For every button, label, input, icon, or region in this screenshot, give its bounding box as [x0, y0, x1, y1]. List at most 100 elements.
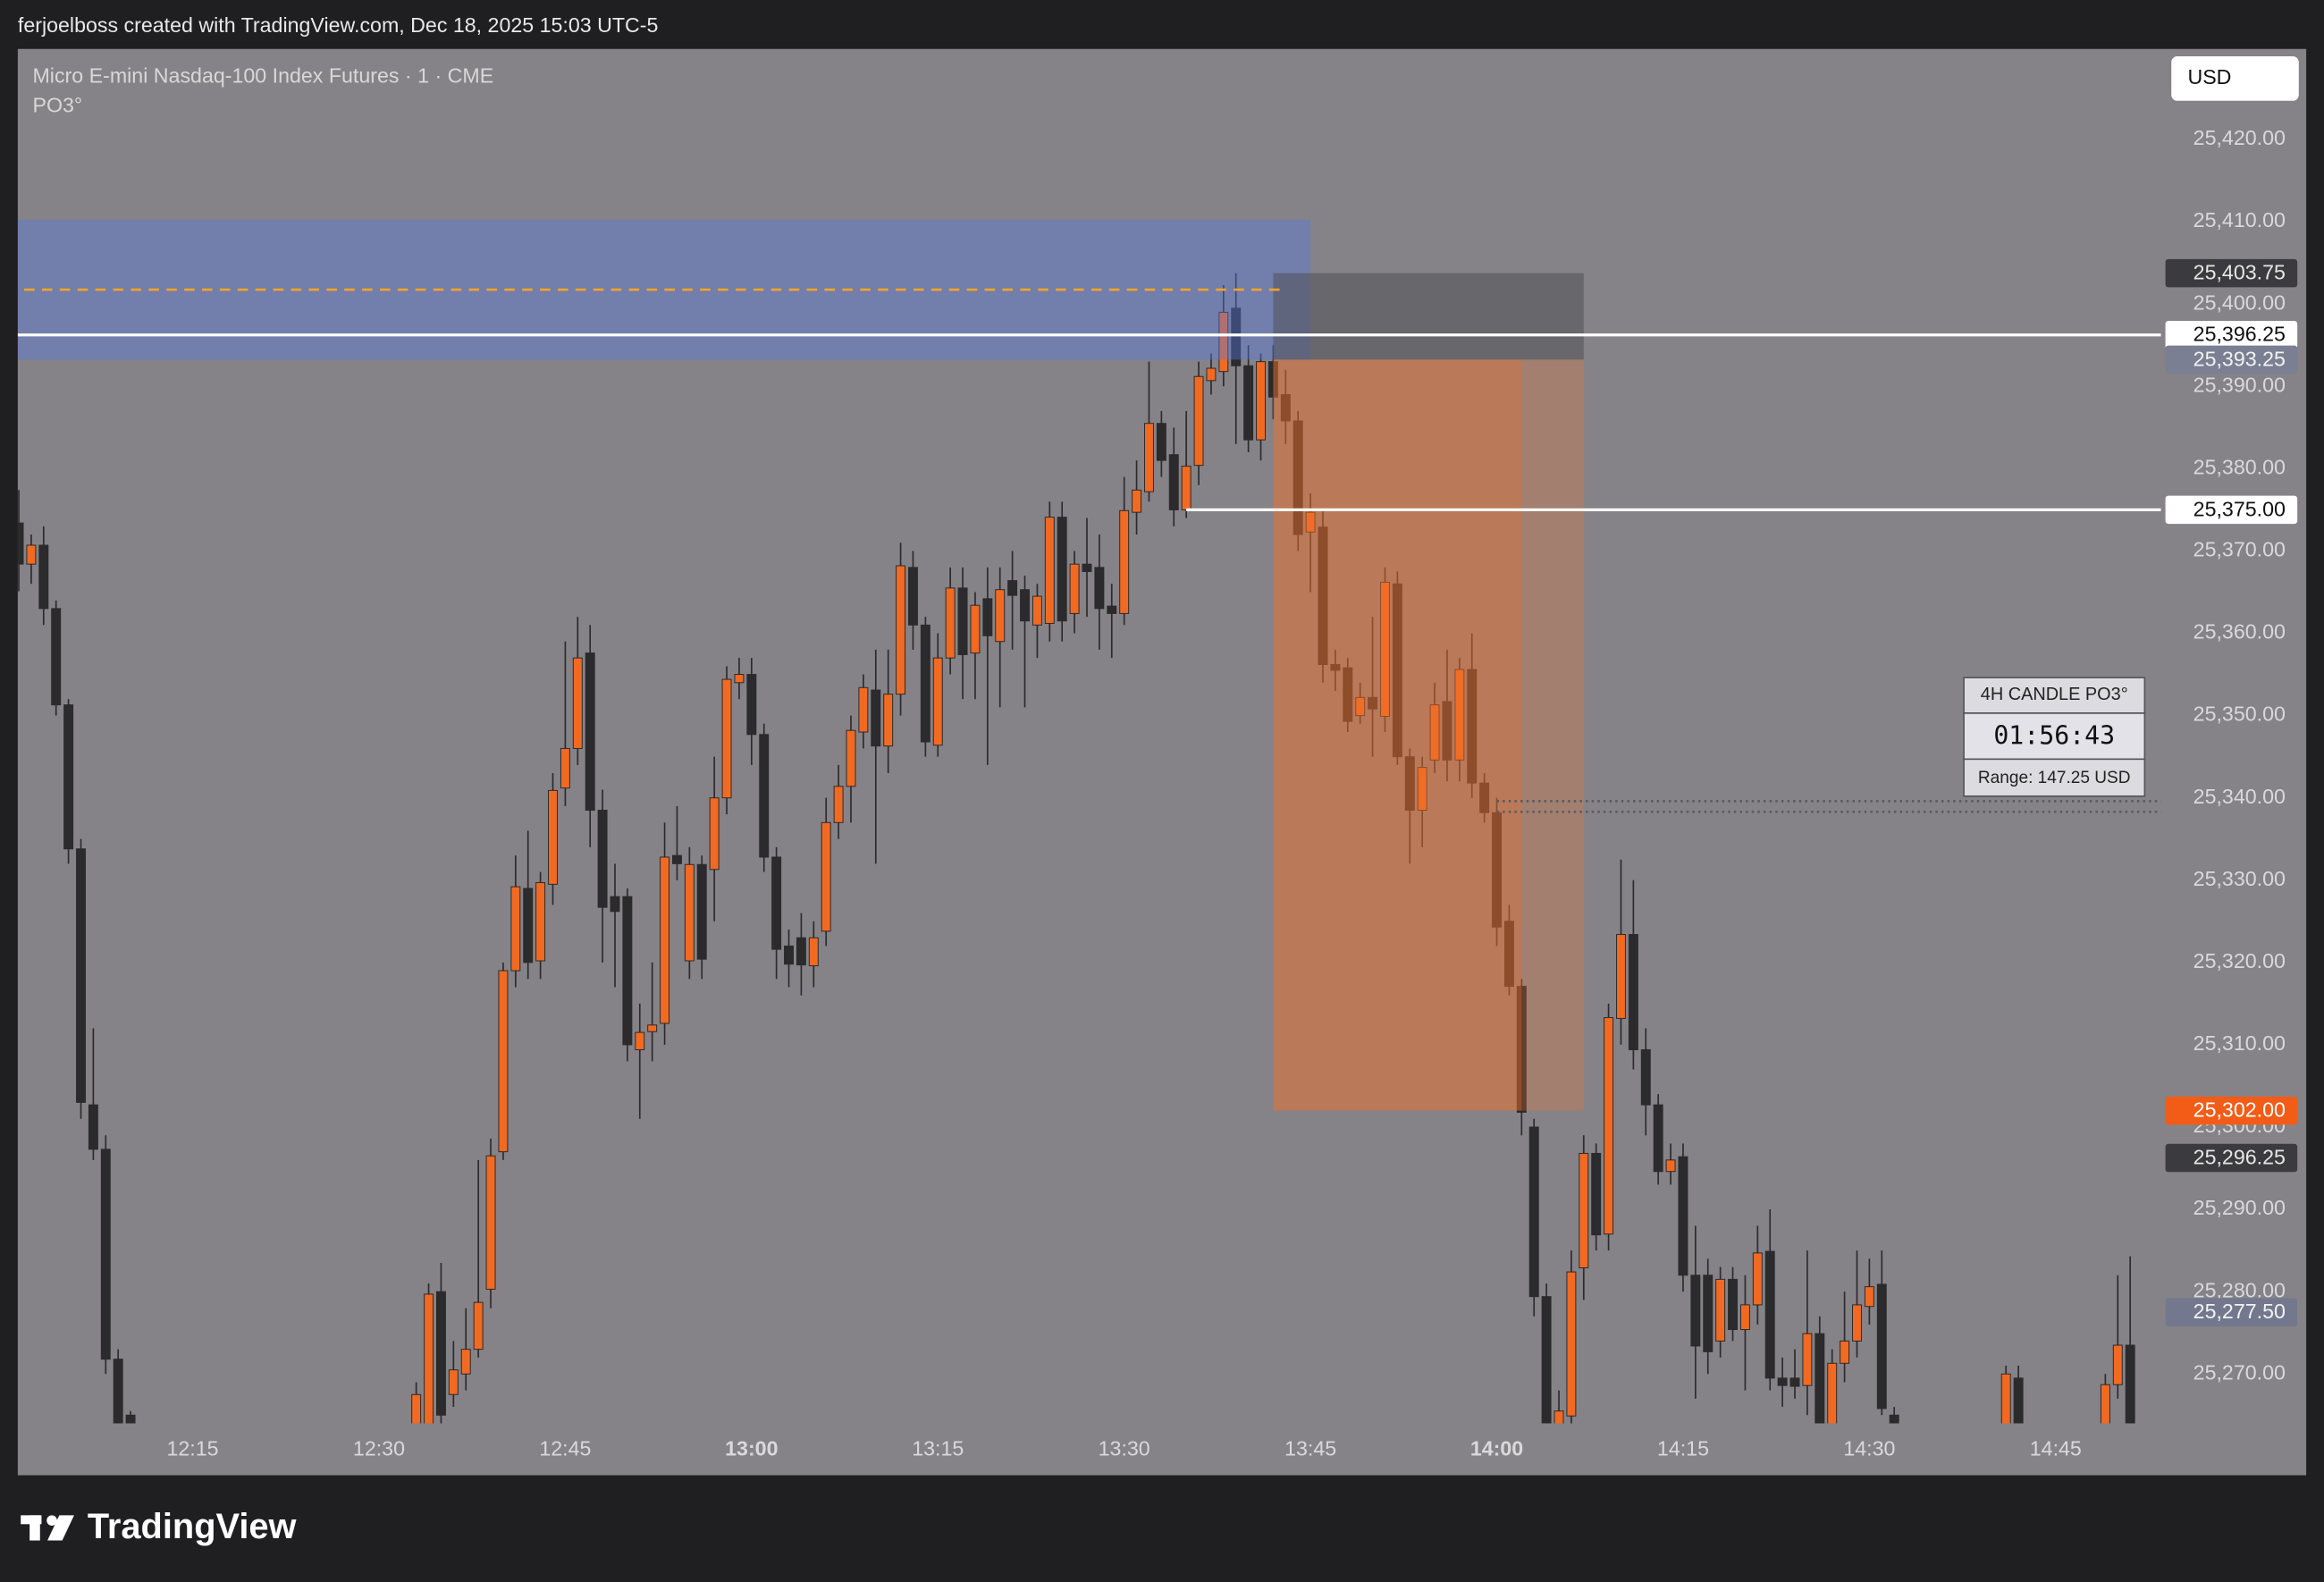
candle-body [1454, 669, 1465, 761]
candle-body [424, 1293, 434, 1424]
y-tick-label: 25,350.00 [2193, 703, 2286, 726]
candle-body [932, 657, 943, 746]
currency-button-label[interactable]: USD [2187, 65, 2231, 88]
candle-body [796, 937, 806, 966]
candle-body [1417, 767, 1427, 811]
price-badge [2165, 1143, 2298, 1173]
candle-body [1293, 420, 1303, 535]
panel-range-bg [1963, 758, 2146, 797]
candle-body [572, 657, 583, 749]
price-badge [2165, 345, 2298, 374]
x-tick-label: 14:45 [2030, 1436, 2082, 1460]
price-badge [2165, 1096, 2298, 1125]
candle-body [1827, 1362, 1838, 1424]
price-badge-label: 25,296.25 [2193, 1145, 2286, 1168]
y-tick-label: 25,370.00 [2193, 538, 2286, 561]
y-tick-label: 25,420.00 [2193, 126, 2286, 149]
panel-timer: 01:56:43 [1993, 720, 2115, 750]
candle-body [709, 797, 720, 871]
candle-body [411, 1393, 422, 1424]
currency-button[interactable]: USD [2171, 56, 2299, 101]
candle-body [1218, 311, 1229, 373]
logo-part [47, 1515, 74, 1541]
y-tick-label: 25,290.00 [2193, 1196, 2286, 1219]
candle-body [1703, 1275, 1714, 1352]
candle-body [1193, 375, 1204, 467]
y-tick-label: 25,330.00 [2193, 867, 2286, 890]
candle-body [1330, 664, 1341, 671]
x-tick-label: 14:00 [1470, 1436, 1523, 1460]
candle-body [846, 729, 856, 787]
price-badge [2165, 320, 2298, 349]
zone [1273, 359, 1522, 1111]
candle-body [1591, 1152, 1602, 1236]
candle-body [1728, 1278, 1739, 1331]
candle-body [1031, 595, 1042, 626]
price-badge-label: 25,277.50 [2193, 1300, 2286, 1323]
candle-body [63, 704, 74, 850]
chart-panel [17, 48, 2307, 1476]
candle-body [435, 1291, 446, 1416]
footer-brand: TradingView [88, 1507, 298, 1546]
candle-body [982, 598, 993, 636]
candle-body [945, 587, 956, 659]
x-tick-label: 12:30 [353, 1436, 405, 1460]
candle-body [957, 587, 968, 655]
candle-body [970, 604, 981, 654]
candle-body [1007, 580, 1018, 596]
y-tick-label: 25,390.00 [2193, 373, 2286, 396]
candle-body [883, 694, 894, 747]
currency-button-bg[interactable] [2171, 56, 2299, 101]
indicator-legend: PO3° [32, 94, 82, 117]
candle-body [1069, 563, 1080, 614]
candle-body [1528, 1126, 1539, 1298]
candle-body [2013, 1377, 2024, 1424]
candle-body [1554, 1410, 1564, 1424]
candle-body [1678, 1156, 1688, 1276]
candle-body [498, 970, 509, 1153]
candle-body [1256, 361, 1266, 441]
x-tick-label: 12:15 [167, 1436, 219, 1460]
candle-body [1628, 934, 1638, 1050]
candle-body [2112, 1344, 2123, 1385]
logo-part [46, 1515, 57, 1526]
candle-body [485, 1155, 496, 1290]
y-tick-label: 25,280.00 [2193, 1278, 2286, 1301]
candle-body [1815, 1333, 1825, 1424]
candle-body [610, 896, 620, 913]
candle-body [1380, 581, 1390, 718]
panel-title: 4H CANDLE PO3° [1981, 685, 2128, 704]
candle-body [1616, 934, 1626, 1019]
candle-body [1020, 589, 1030, 622]
y-tick-label: 25,400.00 [2193, 290, 2286, 314]
candle-body [38, 544, 49, 610]
candle-body [535, 882, 546, 962]
candle-body [2100, 1384, 2110, 1424]
candle-body [1094, 567, 1105, 610]
candle-body [113, 1359, 123, 1424]
candle-body [100, 1149, 111, 1360]
candle-body [671, 854, 682, 864]
price-badge [2165, 258, 2298, 288]
candle-body [759, 734, 770, 858]
header-text: ferjoelboss created with TradingView.com… [18, 13, 659, 37]
candle-body [51, 608, 62, 706]
price-badge [2165, 1298, 2298, 1326]
axes: 25,270.0025,280.0025,290.0025,300.0025,3… [167, 126, 2298, 1460]
candle-body [696, 863, 707, 960]
candle-body [1057, 517, 1067, 622]
price-badge-label: 25,375.00 [2193, 497, 2286, 520]
candle-body [1739, 1304, 1750, 1331]
candle-body [1132, 489, 1142, 513]
footer-logo: TradingView [21, 1507, 298, 1546]
candle-body [26, 544, 37, 565]
candle-body [771, 856, 782, 950]
panel-timer-bg [1963, 712, 2146, 761]
y-tick-label: 25,270.00 [2193, 1360, 2286, 1384]
y-tick-label: 25,380.00 [2193, 455, 2286, 478]
candle-body [1579, 1152, 1589, 1268]
candle-body [1144, 423, 1154, 492]
candle-body [473, 1301, 484, 1351]
